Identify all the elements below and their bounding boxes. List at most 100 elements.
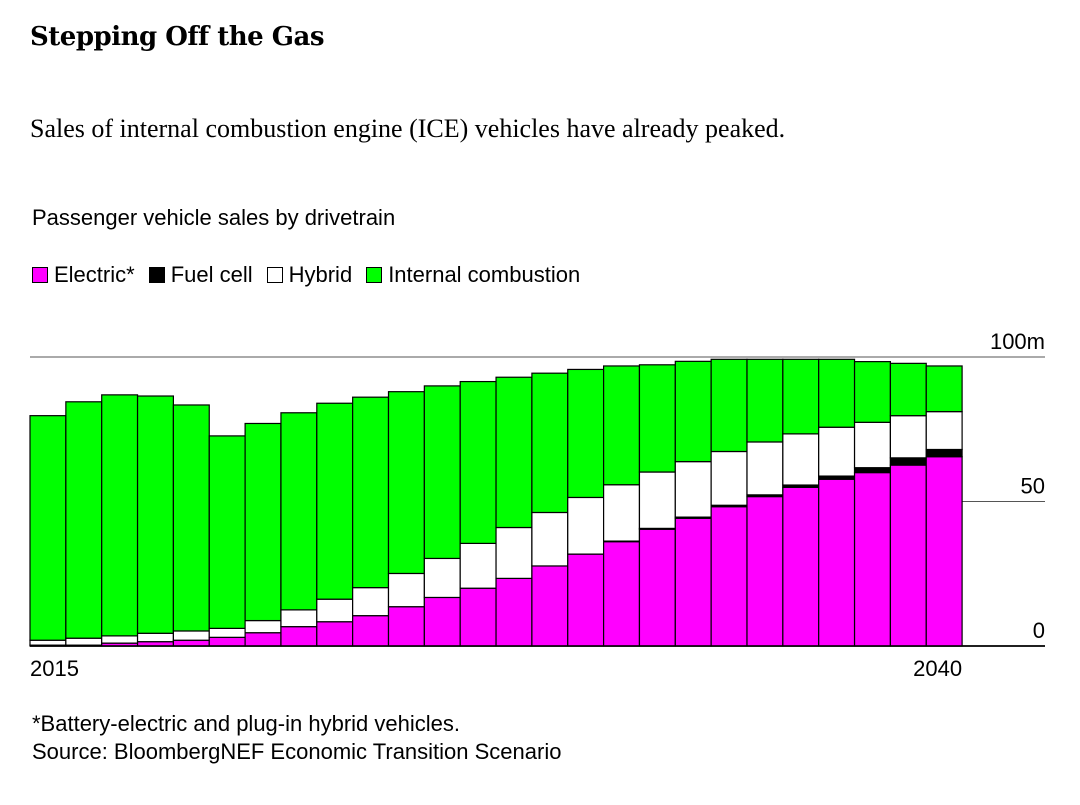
bar-internal-combustion-2019	[172, 404, 210, 632]
bar-hybrid-2033	[674, 461, 712, 518]
bar-internal-combustion-2032	[638, 364, 676, 473]
bar-hybrid-2032	[638, 471, 676, 529]
source-note: Source: BloombergNEF Economic Transition…	[32, 739, 562, 764]
bar-fuel-cell-2040	[925, 448, 963, 458]
bar-electric-2022	[280, 626, 318, 647]
bar-stack-2015	[29, 415, 67, 647]
bar-stack-2016	[65, 401, 103, 647]
bar-internal-combustion-2020	[208, 435, 246, 629]
y-tick-label: 0	[1033, 618, 1045, 643]
bar-electric-2028	[495, 577, 533, 647]
bar-internal-combustion-2024	[352, 396, 390, 589]
bar-stack-2020	[208, 435, 246, 647]
bar-stack-2024	[352, 396, 390, 647]
legend: Electric* Fuel cell Hybrid Internal combust…	[32, 262, 594, 288]
bar-hybrid-2023	[316, 598, 354, 623]
bar-stack-2028	[495, 376, 533, 647]
bar-internal-combustion-2037	[818, 358, 856, 428]
bar-internal-combustion-2028	[495, 376, 533, 529]
bar-hybrid-2020	[208, 627, 246, 638]
bar-stack-2017	[101, 394, 139, 647]
bar-internal-combustion-2021	[244, 422, 282, 622]
bar-hybrid-2016	[65, 637, 103, 646]
bar-stack-2035	[746, 358, 784, 647]
bar-electric-2023	[316, 621, 354, 647]
legend-label: Hybrid	[288, 262, 353, 287]
bar-stack-2033	[674, 360, 712, 647]
bar-electric-2030	[567, 553, 605, 647]
bar-electric-2040	[925, 456, 963, 647]
bar-internal-combustion-2017	[101, 394, 139, 637]
legend-item: Fuel cell	[148, 262, 253, 288]
bar-internal-combustion-2040	[925, 365, 963, 413]
bar-internal-combustion-2029	[531, 372, 569, 514]
bar-hybrid-2018	[136, 632, 175, 643]
bar-hybrid-2037	[818, 426, 856, 477]
bar-internal-combustion-2016	[65, 401, 103, 639]
bar-stack-2039	[889, 362, 927, 647]
bar-internal-combustion-2034	[710, 358, 748, 453]
bar-hybrid-2024	[352, 587, 390, 617]
bar-internal-combustion-2036	[782, 358, 820, 435]
x-tick-label: 2040	[913, 656, 962, 681]
legend-label: Fuel cell	[170, 262, 253, 287]
bar-internal-combustion-2033	[674, 360, 712, 463]
bar-hybrid-2035	[746, 441, 784, 496]
bar-stack-2038	[853, 361, 891, 647]
bar-hybrid-2039	[889, 415, 927, 459]
bar-hybrid-2015	[29, 639, 67, 646]
legend-label: Electric*	[54, 262, 135, 287]
y-tick-label: 50	[1021, 474, 1045, 499]
bar-internal-combustion-2030	[567, 368, 605, 499]
bar-stack-2026	[423, 385, 461, 647]
bar-internal-combustion-2018	[136, 395, 175, 634]
bar-internal-combustion-2022	[280, 412, 318, 611]
bar-hybrid-2021	[244, 619, 282, 634]
bar-electric-2031	[602, 541, 641, 647]
bar-stack-2021	[244, 422, 282, 647]
bar-hybrid-2022	[280, 609, 318, 628]
bar-electric-2036	[782, 486, 820, 647]
bar-hybrid-2034	[710, 450, 748, 506]
bar-electric-2037	[818, 478, 856, 647]
bar-hybrid-2030	[567, 496, 605, 555]
bar-hybrid-2026	[423, 557, 461, 599]
bar-stack-2036	[782, 358, 820, 647]
bar-electric-2026	[423, 596, 461, 647]
footnote: *Battery-electric and plug-in hybrid veh…	[32, 711, 460, 736]
bar-electric-2025	[387, 606, 425, 647]
bar-internal-combustion-2038	[853, 361, 891, 423]
bar-stack-2027	[459, 380, 497, 647]
bar-hybrid-2029	[531, 511, 569, 567]
y-tick-label: 100m	[990, 329, 1045, 354]
bar-fuel-cell-2039	[889, 457, 927, 466]
bar-stack-2022	[280, 412, 318, 647]
bar-electric-2021	[244, 632, 282, 647]
bar-electric-2019	[172, 639, 210, 647]
bar-electric-2033	[674, 517, 712, 647]
subheadline: Sales of internal combustion engine (ICE…	[30, 114, 786, 143]
bar-hybrid-2036	[782, 433, 820, 486]
legend-item: Hybrid	[266, 262, 353, 288]
legend-label: Internal combustion	[388, 262, 581, 287]
bar-hybrid-2027	[459, 542, 497, 589]
bar-hybrid-2025	[387, 572, 425, 608]
bar-electric-2032	[638, 528, 676, 647]
bar-internal-combustion-2026	[423, 385, 461, 560]
bar-hybrid-2038	[853, 421, 891, 469]
bar-internal-combustion-2031	[602, 365, 641, 486]
bar-electric-2020	[208, 636, 246, 647]
legend-swatch	[148, 267, 165, 283]
bar-hybrid-2028	[495, 526, 533, 579]
bar-hybrid-2017	[101, 635, 139, 644]
legend-swatch	[32, 267, 48, 283]
bar-fuel-cell-2038	[853, 467, 891, 474]
bar-stack-2023	[316, 402, 354, 647]
bar-electric-2029	[531, 565, 569, 647]
bar-internal-combustion-2025	[387, 391, 425, 575]
bar-electric-2035	[746, 495, 784, 647]
bar-electric-2038	[853, 472, 891, 647]
bar-hybrid-2031	[602, 484, 641, 542]
x-tick-label: 2015	[30, 656, 79, 681]
